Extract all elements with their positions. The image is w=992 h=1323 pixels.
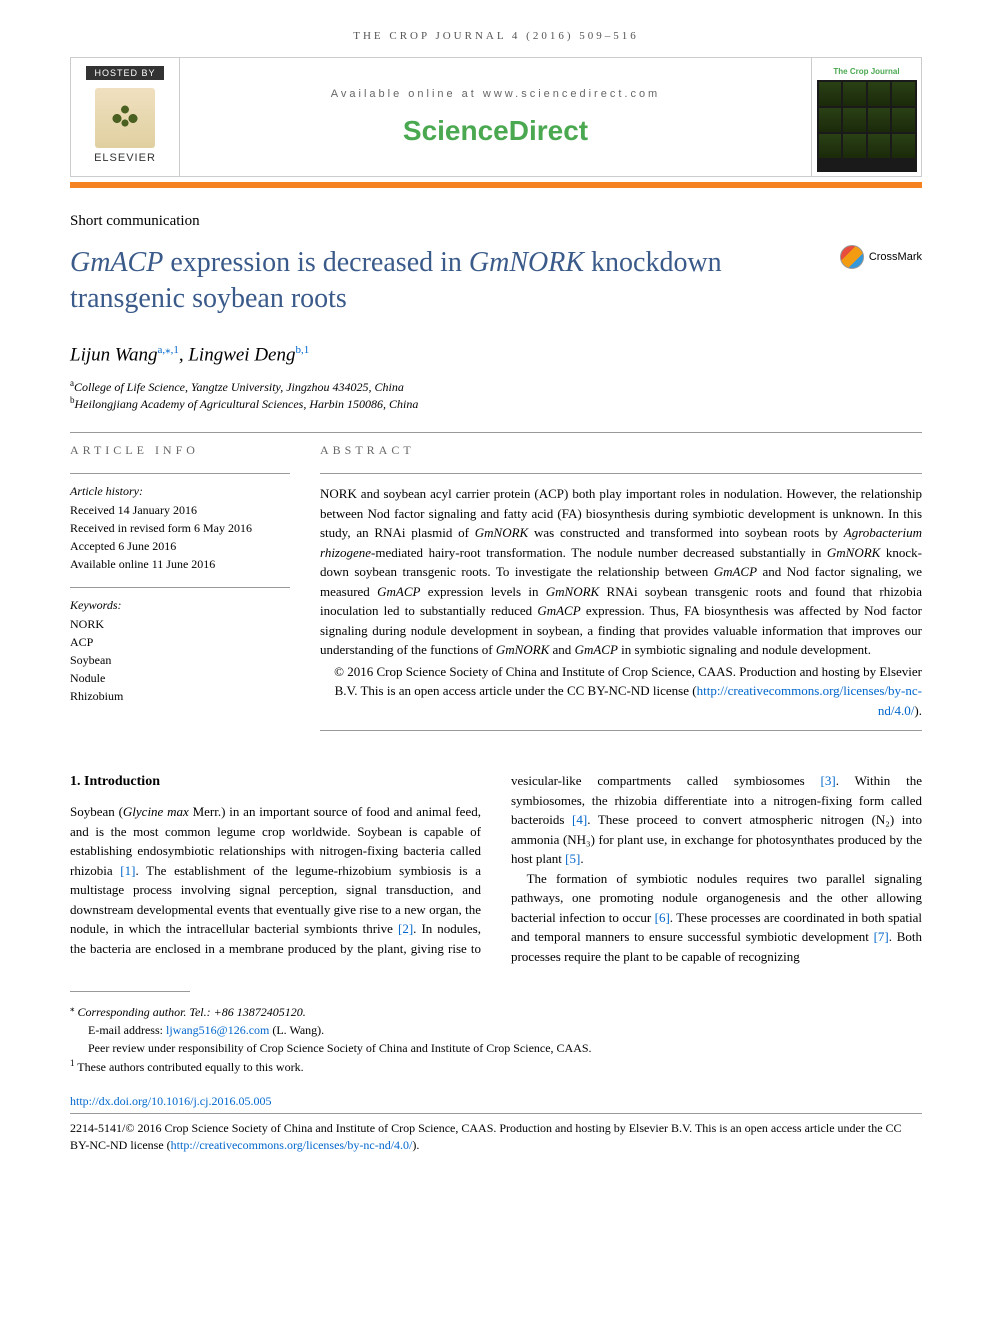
header-banner: HOSTED BY ELSEVIER Available online at w… [70,57,922,177]
divider [70,473,290,474]
history-item: Accepted 6 June 2016 [70,539,290,554]
footnote-contrib: 1 These authors contributed equally to t… [70,1057,922,1076]
cover-image: The Crop Journal [817,62,917,172]
authors: Lijun Wanga,⁎,1, Lingwei Dengb,1 [70,343,922,366]
orange-divider-bar [70,182,922,188]
cover-crop-grid [817,80,917,160]
affiliation-b: bHeilongjiang Academy of Agricultural Sc… [70,395,922,412]
intro-paragraph: The formation of symbiotic nodules requi… [511,869,922,967]
info-abstract-row: ARTICLE INFO Article history: Received 1… [70,443,922,741]
keyword: NORK [70,617,290,632]
abstract-heading: ABSTRACT [320,443,922,458]
footnote-email: E-mail address: ljwang516@126.com (L. Wa… [70,1021,922,1039]
article-info-col: ARTICLE INFO Article history: Received 1… [70,443,290,741]
email-link[interactable]: ljwang516@126.com [166,1023,269,1037]
crossmark-icon [840,245,864,269]
divider [70,587,290,588]
journal-cover: The Crop Journal [812,57,922,177]
affiliations: aCollege of Life Science, Yangtze Univer… [70,378,922,412]
divider [320,730,922,731]
keywords-label: Keywords: [70,598,290,613]
keyword: Nodule [70,671,290,686]
cover-title: The Crop Journal [817,62,917,80]
keyword: Rhizobium [70,689,290,704]
article-title: GmACP expression is decreased in GmNORK … [70,245,840,318]
footer-copyright: 2214-5141/© 2016 Crop Science Society of… [70,1120,922,1154]
hosted-by-label: HOSTED BY [86,66,163,80]
elsevier-logo: ELSEVIER [94,88,156,164]
abstract-text: NORK and soybean acyl carrier protein (A… [320,484,922,660]
keyword: ACP [70,635,290,650]
crossmark-badge[interactable]: CrossMark [840,245,922,269]
title-row: GmACP expression is decreased in GmNORK … [70,245,922,318]
body-columns: 1. Introduction Soybean (Glycine max Mer… [70,771,922,966]
footnote-peer-review: Peer review under responsibility of Crop… [70,1039,922,1057]
history-item: Available online 11 June 2016 [70,557,290,572]
available-online-text: Available online at www.sciencedirect.co… [331,88,660,100]
footnote-separator [70,991,190,992]
elsevier-text: ELSEVIER [94,152,156,164]
banner-center: Available online at www.sciencedirect.co… [180,57,812,177]
abstract-col: ABSTRACT NORK and soybean acyl carrier p… [320,443,922,741]
abstract-copyright: © 2016 Crop Science Society of China and… [320,662,922,721]
footnotes: ⁎ Corresponding author. Tel.: +86 138724… [70,1002,922,1076]
history-label: Article history: [70,484,290,499]
sciencedirect-logo[interactable]: ScienceDirect [403,115,588,147]
divider [320,473,922,474]
intro-heading: 1. Introduction [70,771,481,792]
doi-link[interactable]: http://dx.doi.org/10.1016/j.cj.2016.05.0… [70,1094,922,1109]
footnote-corresponding: ⁎ Corresponding author. Tel.: +86 138724… [70,1002,922,1021]
keyword: Soybean [70,653,290,668]
article-type: Short communication [70,213,922,230]
hosted-by-box: HOSTED BY ELSEVIER [70,57,180,177]
affiliation-a: aCollege of Life Science, Yangtze Univer… [70,378,922,395]
crossmark-label: CrossMark [869,251,922,263]
article-info-heading: ARTICLE INFO [70,443,290,458]
divider [70,1113,922,1114]
history-item: Received in revised form 6 May 2016 [70,521,290,536]
journal-reference: THE CROP JOURNAL 4 (2016) 509–516 [70,30,922,42]
divider [70,432,922,433]
history-item: Received 14 January 2016 [70,503,290,518]
elsevier-tree-icon [95,88,155,148]
